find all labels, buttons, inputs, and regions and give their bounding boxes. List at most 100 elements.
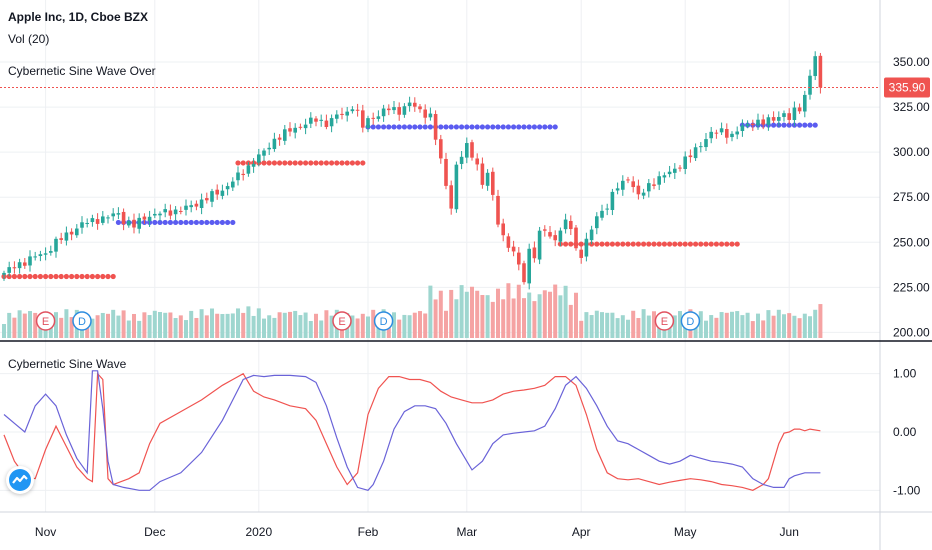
- overlay-dot: [501, 124, 506, 129]
- earnings-marker[interactable]: E: [37, 312, 55, 330]
- candle-body: [730, 134, 734, 137]
- candle-body: [205, 198, 209, 200]
- candle-body: [163, 209, 167, 212]
- candle: [137, 213, 141, 233]
- candle-body: [486, 173, 490, 186]
- volume-bar: [142, 312, 146, 338]
- candle: [273, 133, 277, 152]
- candle-body: [538, 231, 542, 260]
- candle: [377, 110, 381, 121]
- candle: [179, 207, 183, 215]
- overlay-dot: [646, 241, 651, 246]
- candle: [657, 171, 661, 190]
- overlay-dot: [100, 274, 105, 279]
- candle-body: [91, 218, 95, 222]
- osc-line-blue: [4, 371, 820, 491]
- candle: [288, 122, 292, 136]
- candle-body: [709, 132, 713, 138]
- candle: [694, 143, 698, 161]
- overlay-dot: [527, 124, 532, 129]
- candle: [122, 208, 126, 230]
- overlay-dot: [183, 220, 188, 225]
- candle-body: [543, 229, 547, 230]
- candle-body: [782, 113, 786, 117]
- candle-body: [605, 209, 609, 210]
- candle-body: [585, 239, 589, 257]
- volume-bar: [621, 315, 625, 338]
- volume-bar: [106, 314, 110, 338]
- overlay-dot: [781, 123, 786, 128]
- candle-body: [668, 172, 672, 174]
- dividend-marker[interactable]: D: [375, 312, 393, 330]
- candle-body: [465, 143, 469, 158]
- candle: [813, 51, 817, 80]
- candle: [304, 119, 308, 134]
- candle: [23, 258, 27, 269]
- candle: [111, 208, 115, 221]
- candle: [787, 108, 791, 124]
- overlay-dot: [220, 220, 225, 225]
- volume-bar: [480, 295, 484, 338]
- candle-body: [798, 107, 802, 111]
- marker-label: D: [380, 316, 388, 328]
- volume-bar: [512, 298, 516, 338]
- overlay-dot: [423, 124, 428, 129]
- volume-bar: [116, 316, 120, 338]
- candle: [205, 193, 209, 204]
- volume-bar: [506, 283, 510, 338]
- overlay-dot: [719, 241, 724, 246]
- overlay-legend[interactable]: Cybernetic Sine Wave Over: [8, 64, 156, 78]
- oscillator-legend[interactable]: Cybernetic Sine Wave: [8, 357, 126, 371]
- tradingview-logo-icon[interactable]: [6, 466, 34, 494]
- candle-body: [143, 217, 147, 220]
- candle: [621, 175, 625, 196]
- overlay-dot: [568, 241, 573, 246]
- volume-bar: [605, 313, 609, 338]
- overlay-dot: [402, 124, 407, 129]
- dividend-marker[interactable]: D: [681, 312, 699, 330]
- volume-bar: [439, 291, 443, 338]
- candle-body: [403, 106, 407, 115]
- price-tick-label: 225.00: [893, 280, 930, 294]
- candle-body: [96, 219, 100, 224]
- overlay-dot: [485, 124, 490, 129]
- marker-label: E: [42, 316, 49, 328]
- candle: [522, 261, 526, 285]
- volume-bar: [782, 314, 786, 338]
- overlay-dot: [282, 160, 287, 165]
- candle: [408, 97, 412, 112]
- earnings-marker[interactable]: E: [655, 312, 673, 330]
- overlay-dot: [391, 124, 396, 129]
- volume-bar: [486, 295, 490, 338]
- overlay-dot: [490, 124, 495, 129]
- volume-bar: [397, 320, 401, 338]
- overlay-dot: [376, 124, 381, 129]
- candle-body: [579, 250, 583, 258]
- candle: [772, 111, 776, 123]
- candle-body: [335, 115, 339, 119]
- time-tick-label: Dec: [144, 525, 165, 539]
- overlay-dot: [469, 124, 474, 129]
- dividend-marker[interactable]: D: [73, 312, 91, 330]
- earnings-marker[interactable]: E: [333, 312, 351, 330]
- candle: [392, 101, 396, 114]
- volume-bar: [616, 318, 620, 338]
- volume-legend[interactable]: Vol (20): [8, 32, 49, 46]
- volume-bar: [434, 299, 438, 338]
- candle: [33, 252, 37, 261]
- candle-body: [564, 220, 568, 230]
- candle-body: [288, 128, 292, 131]
- chart-canvas[interactable]: EDEDED 350.00325.00300.00275.00250.00225…: [0, 0, 932, 550]
- overlay-dot: [709, 241, 714, 246]
- candle-body: [215, 190, 219, 195]
- symbol-title[interactable]: Apple Inc, 1D, Cboe BZX: [8, 10, 148, 24]
- volume-bar: [366, 316, 370, 338]
- candle-body: [236, 173, 240, 181]
- volume-bar: [579, 321, 583, 338]
- last-price-tag[interactable]: 335.90: [884, 77, 930, 97]
- overlay-dot: [662, 241, 667, 246]
- overlay-dot: [412, 124, 417, 129]
- volume-bar: [491, 302, 495, 338]
- candle-body: [371, 118, 375, 119]
- volume-bar: [137, 321, 141, 338]
